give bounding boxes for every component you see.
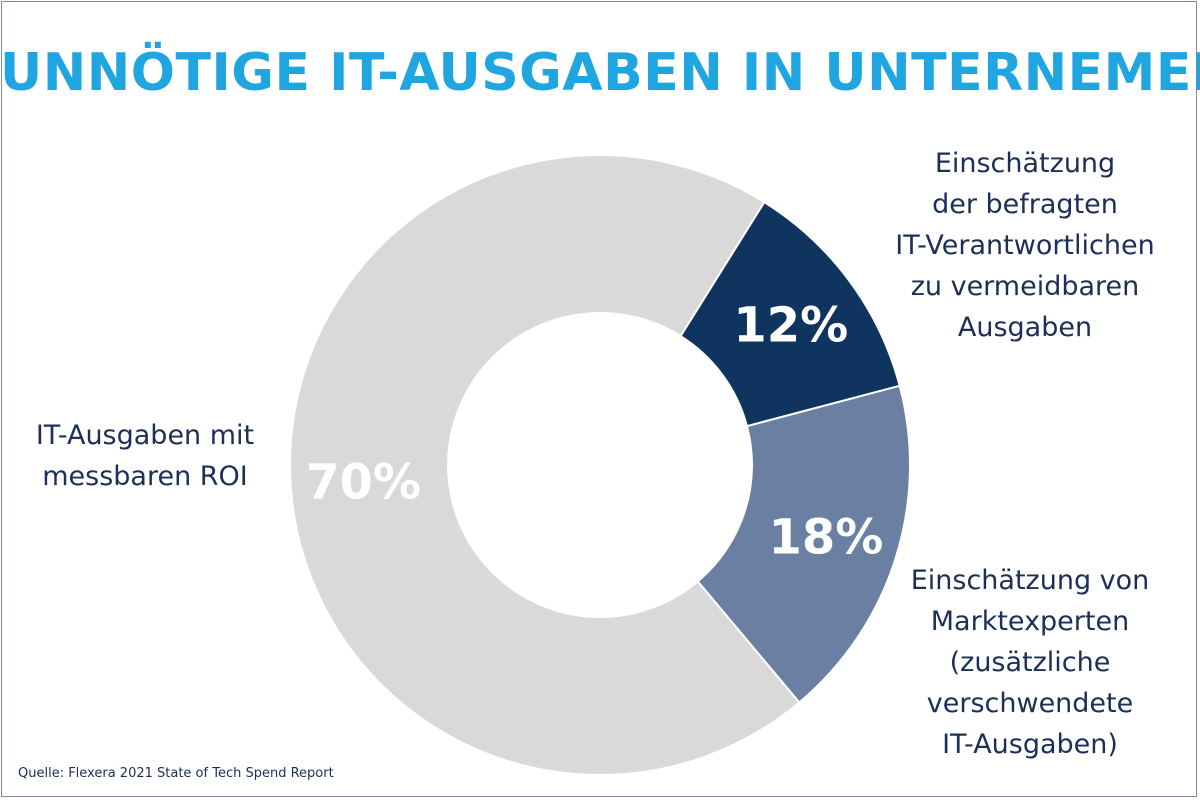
annotation-market-experts-line: verschwendete <box>926 688 1134 719</box>
annotation-it-managers: Einschätzung der befragten IT-Verantwort… <box>870 143 1180 348</box>
slice-market-experts <box>696 384 911 704</box>
slice-measurable-roi <box>289 154 801 776</box>
annotation-it-managers-line: IT-Verantwortlichen <box>895 230 1155 261</box>
slice-market-experts-label: 18% <box>768 510 883 566</box>
annotation-market-experts-line: IT-Ausgaben) <box>942 729 1118 760</box>
annotation-it-managers-line: Einschätzung <box>934 148 1116 179</box>
chart-title: UNNÖTIGE IT-AUSGABEN IN UNTERNEMEN <box>0 43 1200 103</box>
slice-it-managers-label: 12% <box>733 297 848 353</box>
slice-measurable-roi-label: 70% <box>306 455 421 511</box>
annotation-market-experts: Einschätzung von Marktexperten (zusätzli… <box>900 560 1160 765</box>
annotation-roi-line: messbaren ROI <box>42 461 248 492</box>
annotation-market-experts-line: Einschätzung von <box>910 565 1150 596</box>
source-note: Quelle: Flexera 2021 State of Tech Spend… <box>18 766 334 781</box>
annotation-market-experts-line: Marktexperten <box>930 606 1130 637</box>
annotation-market-experts-line: (zusätzliche <box>949 647 1111 678</box>
annotation-roi-line: IT-Ausgaben mit <box>35 420 255 451</box>
annotation-it-managers-line: der befragten <box>932 189 1118 220</box>
annotation-it-managers-line: Ausgaben <box>957 312 1093 343</box>
annotation-it-managers-line: zu vermeidbaren <box>910 271 1140 302</box>
annotation-roi: IT-Ausgaben mit messbaren ROI <box>20 415 270 497</box>
